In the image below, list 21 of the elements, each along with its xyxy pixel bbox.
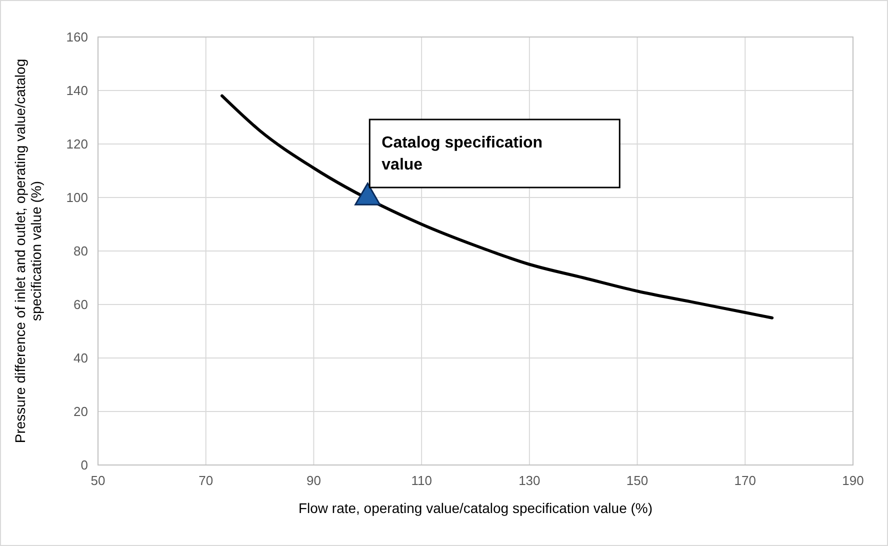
y-tick-label: 160 (66, 30, 88, 44)
x-tick-label: 150 (626, 473, 648, 488)
x-tick-label: 50 (90, 473, 106, 488)
y-tick-label: 80 (74, 244, 88, 258)
y-axis-title: Pressure difference of inlet and outlet, operating value/catalog specification value (%) (12, 58, 44, 444)
y-tick-label: 0 (80, 458, 88, 472)
y-tick-label: 20 (74, 404, 88, 419)
x-tick-label: 170 (734, 473, 756, 488)
y-tick-label: 60 (74, 297, 88, 312)
x-tick-label: 190 (842, 473, 864, 488)
x-axis-title: Flow rate, operating value/catalog specification value (%) (298, 500, 653, 516)
x-tick-label: 130 (518, 473, 540, 488)
x-tick-label: 70 (198, 473, 214, 488)
y-tick-label: 140 (66, 83, 88, 98)
x-tick-label: 90 (306, 473, 321, 488)
y-tick-label: 100 (66, 190, 88, 205)
annotation: Catalog specification value (382, 134, 543, 174)
y-tick-label: 40 (74, 350, 88, 366)
line-series (220, 94, 774, 320)
x-tick-label: 110 (411, 473, 432, 488)
y-tick-label: 120 (66, 136, 88, 152)
